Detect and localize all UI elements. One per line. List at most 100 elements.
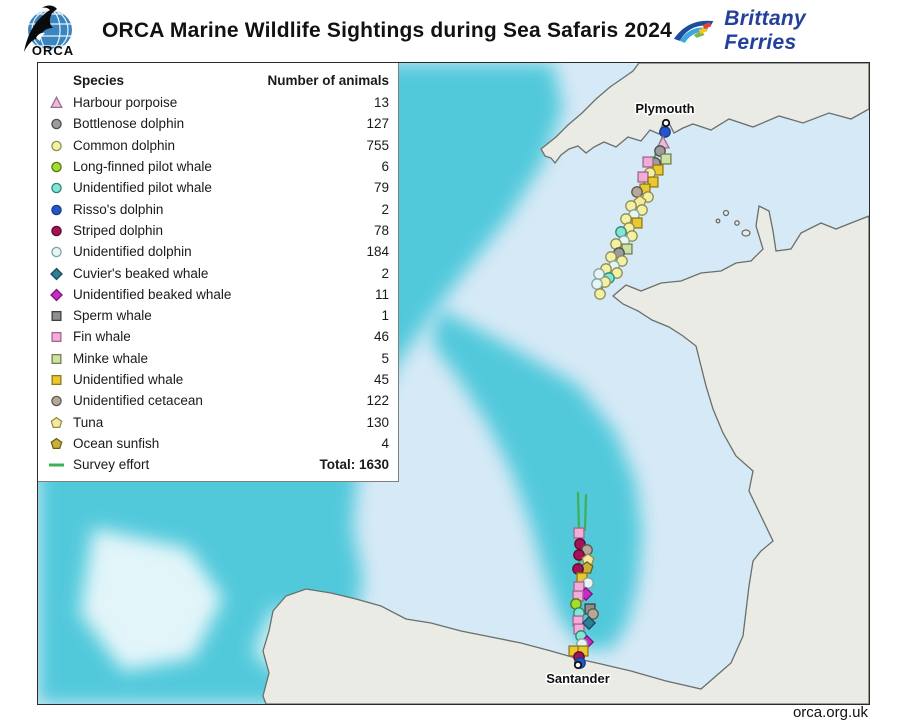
striped-dolphin-icon (51, 225, 62, 237)
unidentified-pilot-whale-icon (51, 183, 62, 194)
legend-label: Harbour porpoise (73, 95, 178, 111)
legend-col-count: Number of animals (267, 73, 389, 88)
legend-col-species: Species (73, 73, 125, 88)
land-england (540, 63, 869, 165)
legend-row: Striped dolphin 78 (49, 220, 389, 241)
legend-row: Tuna 130 (49, 411, 389, 432)
legend-label: Common dolphin (73, 137, 176, 153)
legend-label: Cuvier's beaked whale (73, 265, 209, 281)
survey-effort-line (576, 491, 581, 534)
legend-count: 13 (373, 95, 389, 111)
legend-count: 6 (381, 159, 389, 175)
legend-count: 79 (373, 180, 389, 196)
brittany-ferries-logo: Brittany Ferries (672, 7, 882, 55)
legend-row: Unidentified dolphin 184 (49, 241, 389, 262)
fin-whale-marker (637, 171, 649, 183)
legend-label: Unidentified cetacean (73, 393, 203, 409)
legend-count: 4 (381, 435, 389, 451)
legend-row: Bottlenose dolphin 127 (49, 113, 389, 134)
fin-whale-marker (573, 527, 585, 539)
bottlenose-dolphin-icon (51, 119, 62, 130)
unidentified-beaked-whale-icon (50, 288, 63, 302)
unidentified-whale-marker (631, 217, 643, 229)
legend-count: 46 (373, 329, 389, 345)
legend-label: Unidentified pilot whale (73, 180, 212, 196)
striped-dolphin-marker (573, 549, 585, 561)
unidentified-dolphin-icon (51, 246, 62, 258)
legend-row: Unidentified cetacean 122 (49, 390, 389, 411)
long-finned-pilot-whale-icon (51, 161, 62, 173)
unidentified-whale-icon (51, 374, 62, 386)
unidentified-dolphin-marker (591, 278, 603, 290)
survey-effort-line (583, 493, 588, 532)
legend-count: 78 (373, 222, 389, 238)
legend-row: Long-finned pilot whale 6 (49, 156, 389, 177)
legend-count: 127 (366, 116, 389, 132)
legend-row: Risso's dolphin 2 (49, 198, 389, 219)
legend-label: Long-finned pilot whale (73, 159, 212, 175)
legend-row: Unidentified whale 45 (49, 369, 389, 390)
channel-islands (715, 209, 751, 237)
legend-row: Fin whale 46 (49, 326, 389, 347)
legend-label: Tuna (73, 414, 104, 430)
legend-count: 184 (366, 244, 389, 260)
legend-label: Sperm whale (73, 308, 152, 324)
fin-whale-marker (642, 156, 654, 168)
rissos-dolphin-icon (51, 204, 62, 215)
cuviers-beaked-whale-marker (581, 615, 597, 631)
land-france-spain (262, 205, 869, 704)
legend-row: Unidentified pilot whale 79 (49, 177, 389, 198)
port-marker-santander (573, 660, 583, 670)
legend-row: Sperm whale 1 (49, 305, 389, 326)
legend-count: 2 (381, 201, 389, 217)
ocean-sunfish-icon (50, 437, 63, 449)
legend-panel: Species Number of animals Harbour porpoi… (38, 63, 399, 482)
legend-count: 11 (374, 286, 389, 302)
legend-label: Ocean sunfish (73, 435, 160, 451)
legend-label: Survey effort (73, 457, 150, 473)
sea-shallow-patch (80, 528, 223, 671)
unidentified-whale-marker (647, 176, 659, 188)
orca-logo-text: ORCA (32, 43, 74, 58)
unidentified-cetacean-marker (631, 186, 643, 198)
tuna-icon (50, 416, 63, 428)
sperm-whale-icon (51, 311, 62, 322)
legend-count: 2 (381, 265, 389, 281)
legend-label: Striped dolphin (73, 222, 164, 238)
unidentified-dolphin-marker (593, 268, 605, 280)
legend-row: Cuvier's beaked whale 2 (49, 262, 389, 283)
minke-whale-marker (660, 153, 672, 165)
brittany-ferries-wordmark: Brittany Ferries (724, 7, 807, 54)
page-title: ORCA Marine Wildlife Sightings during Se… (102, 19, 672, 42)
brittany-ferries-wave-icon (673, 20, 714, 43)
minke-whale-icon (51, 353, 62, 364)
legend-count: 1 (381, 308, 389, 324)
legend-label: Fin whale (73, 329, 131, 345)
survey-effort-icon (49, 463, 64, 467)
cuviers-beaked-whale-icon (50, 267, 63, 280)
legend-label: Bottlenose dolphin (73, 116, 185, 132)
legend-items: Harbour porpoise 13 Bottlenose dolphin 127 C… (49, 92, 389, 475)
port-marker-plymouth (661, 118, 671, 128)
map-overlay: Plymouth Santander (545, 100, 696, 688)
fin-whale-icon (51, 332, 62, 343)
unidentified-cetacean-marker (587, 608, 599, 620)
map-label-plymouth: Plymouth (635, 101, 694, 116)
rissos-dolphin-marker (659, 126, 671, 138)
legend-row: Harbour porpoise 13 (49, 92, 389, 113)
legend-count: 5 (381, 350, 389, 366)
map: Plymouth Santander Species Number of anim… (37, 62, 870, 705)
common-dolphin-icon (51, 140, 62, 151)
common-dolphin-marker (594, 288, 606, 300)
map-label-santander: Santander (546, 671, 610, 686)
unidentified-cetacean-icon (51, 396, 62, 407)
legend-count: 755 (366, 137, 389, 153)
legend-row: Minke whale 5 (49, 348, 389, 369)
legend-label: Minke whale (73, 350, 149, 366)
legend-row: Unidentified beaked whale 11 (49, 284, 389, 305)
legend-row: Ocean sunfish 4 (49, 433, 389, 454)
harbour-porpoise-icon (50, 96, 63, 109)
legend-label: Risso's dolphin (73, 201, 164, 217)
legend-count: 130 (366, 414, 389, 430)
